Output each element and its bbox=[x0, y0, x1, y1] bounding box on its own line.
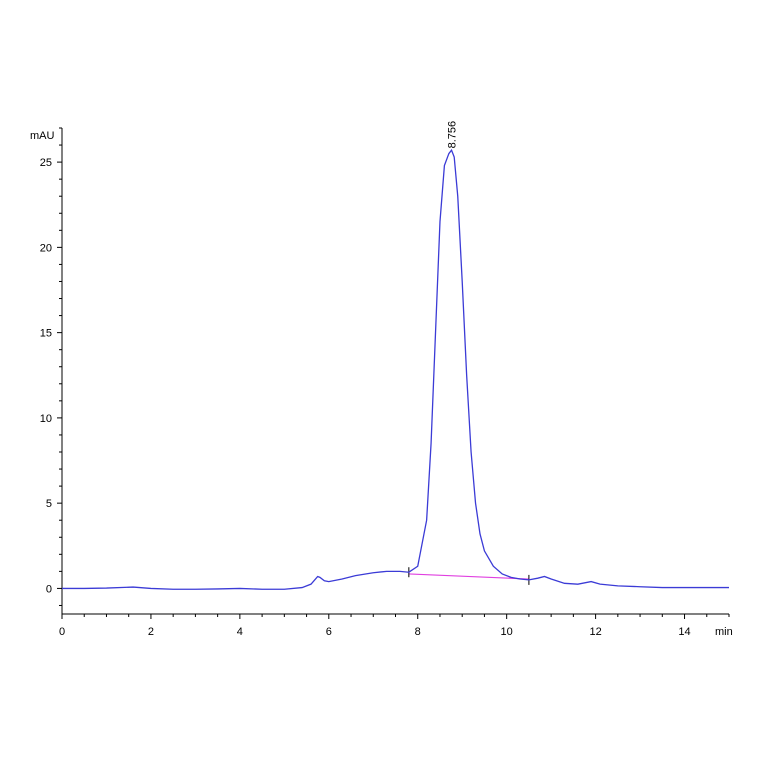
y-tick-label: 0 bbox=[46, 583, 52, 595]
y-tick-label: 25 bbox=[40, 157, 52, 169]
axes bbox=[61, 128, 729, 615]
integration-baseline bbox=[408, 567, 530, 585]
y-tick-label: 15 bbox=[40, 328, 52, 340]
x-tick-label: 12 bbox=[589, 626, 601, 638]
peak-annotations: 8.756 bbox=[446, 121, 458, 149]
x-axis-label: min bbox=[715, 626, 733, 638]
x-tick-label: 14 bbox=[678, 626, 690, 638]
x-tick-label: 6 bbox=[326, 626, 332, 638]
tick-labels: 0 5 10 15 20 25 0 2 4 6 8 10 12 14 bbox=[40, 157, 691, 638]
x-tick-label: 10 bbox=[501, 626, 513, 638]
chromatogram-trace bbox=[62, 148, 729, 590]
y-tick-label: 10 bbox=[40, 413, 52, 425]
x-tick-label: 4 bbox=[237, 626, 243, 638]
y-axis-label: mAU bbox=[30, 130, 55, 142]
x-tick-label: 8 bbox=[415, 626, 421, 638]
x-tick-label: 0 bbox=[59, 626, 65, 638]
peak-label: 8.756 bbox=[446, 121, 458, 149]
y-tick-label: 5 bbox=[46, 498, 52, 510]
x-tick-label: 2 bbox=[148, 626, 154, 638]
axis-ticks bbox=[57, 127, 730, 619]
integration-baseline-line bbox=[408, 573, 529, 580]
series-traces bbox=[62, 148, 729, 590]
y-tick-label: 20 bbox=[40, 242, 52, 254]
